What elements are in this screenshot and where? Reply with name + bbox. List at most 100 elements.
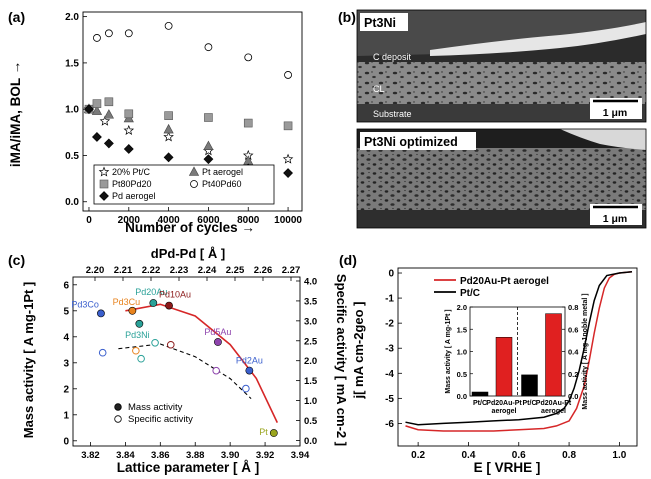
legend-marker-star [98, 166, 110, 177]
panel-d-ylabel: j[ mA cm-2geo ] [351, 301, 366, 399]
y2-tick-label: 0.0 [304, 436, 317, 447]
specific-activity-point [151, 338, 159, 347]
legend-label-ptc: Pt/C [460, 288, 480, 299]
point-label: Pd2Au [236, 356, 263, 366]
y2-tick-label: 3.0 [304, 316, 317, 327]
data-point-triangle [103, 109, 114, 119]
panel-c-ylabel2: Specific activity [ mA cm-2 ] [334, 274, 349, 446]
y-tick-label: 1.0 [65, 105, 79, 116]
y2-tick-label: 2.5 [304, 336, 318, 347]
data-point-triangle [203, 140, 214, 151]
y-tick-label: 1 [63, 410, 69, 421]
point-label: Pd10Au [159, 290, 191, 300]
inset-ylabel-right: Mass activity [ A mg-1noble metal ] [582, 293, 589, 409]
panel-c-ylabel: Mass activity [ A mg-1Pt ] [21, 282, 36, 439]
x-tick-label: 3.94 [291, 450, 310, 461]
inset-bar [495, 337, 513, 397]
inset-category-label: Pt/C [473, 400, 487, 407]
point-label: Pd3Co [71, 299, 99, 309]
top-tick-label: 2.21 [114, 265, 133, 276]
y-tick-label: -4 [385, 369, 394, 380]
legend-marker-circle [190, 180, 198, 188]
inset-right-tick-label: 0.6 [568, 325, 578, 334]
inset-bar [545, 313, 562, 397]
data-point-star [282, 153, 294, 164]
y-tick-label: 0.5 [65, 151, 79, 162]
panel-a-legend: 20% Pt/C Pt aerogel Pt80Pd20 Pt40Pd60 Pd aer… [93, 164, 275, 205]
y-tick-label: 0 [63, 436, 69, 447]
x-tick-label: 0.6 [512, 450, 526, 461]
legend-label: Pt aerogel [202, 167, 243, 177]
catalyst-layer-bottom [357, 148, 646, 210]
panel-c: (c) 3.82 3.84 3.86 3.88 3.90 3.92 3.94 0 1 2 3 4 5 6 0… [8, 246, 349, 475]
micrograph-top-title: Pt3Ni [364, 16, 396, 30]
panel-d-legend: Pd20Au-Pt aerogel Pt/C [434, 276, 549, 299]
y-tick-label: 3 [63, 358, 69, 369]
data-point-square [92, 99, 102, 108]
data-point-circle [104, 29, 113, 38]
panel-d-xlabel: E [ VRHE ] [474, 460, 541, 475]
inset-bar [521, 374, 538, 397]
top-tick-label: 2.27 [282, 265, 301, 276]
legend-label-aerogel: Pd20Au-Pt aerogel [460, 276, 549, 287]
y2-tick-label: 4.0 [304, 276, 317, 287]
x-tick-label: 1.0 [612, 450, 626, 461]
c-deposit-bright-edge [430, 22, 646, 56]
mass-activity-point [165, 301, 173, 310]
inset-category-label: aerogel [541, 408, 566, 415]
mass-activity-point [149, 299, 158, 307]
data-point-star [123, 124, 135, 135]
specific-activity-point [98, 348, 107, 357]
panel-c-legend: Mass activity Specific activity [114, 402, 193, 425]
inset-left-tick-label: 0.5 [457, 370, 467, 379]
label-c-deposit: C deposit [373, 52, 412, 62]
scalebar-top-label: 1 μm [603, 107, 628, 119]
x-tick-label: 0 [86, 215, 92, 226]
x-tick-label: 0.2 [411, 450, 425, 461]
data-point-square [243, 118, 253, 128]
legend-label: 20% Pt/C [112, 167, 151, 177]
specific-activity-point [166, 340, 175, 349]
legend-marker-specific [114, 415, 122, 423]
x-tick-label: 4000 [157, 215, 180, 226]
inset-right-tick-label: 0.2 [568, 370, 578, 379]
x-tick-label: 0.4 [461, 450, 475, 461]
data-point-circle [284, 71, 292, 79]
top-tick-label: 2.26 [254, 265, 273, 276]
micrograph-top: Pt3Ni C deposit CL Substrate 1 μm [356, 9, 647, 123]
y-tick-label: 1.5 [65, 58, 79, 69]
y-tick-label: -6 [385, 419, 394, 430]
label-cl: CL [373, 84, 385, 94]
inset-left-tick-label: 2.0 [457, 303, 467, 312]
top-tick-label: 2.20 [86, 265, 105, 276]
data-point-triangle [243, 155, 254, 165]
data-point-star [99, 115, 111, 126]
y-tick-label: 4 [63, 332, 69, 343]
inset-category-label: Pd20Au-Pt [536, 400, 572, 407]
x-tick-label: 3.90 [221, 450, 240, 461]
mass-activity-point [245, 366, 254, 375]
x-tick-label: 2000 [118, 215, 141, 226]
y-tick-label: -2 [385, 319, 394, 330]
inset-category-label: aerogel [492, 408, 517, 415]
label-substrate: Substrate [373, 109, 412, 119]
legend-marker-square [99, 179, 109, 189]
mass-activity-point [269, 429, 278, 437]
panel-c-plot: 3.82 3.84 3.86 3.88 3.90 3.92 3.94 0 1 2 3 4 5 6 0.0 0.… [63, 265, 317, 461]
panel-a: (a) 0 2000 4000 6000 8000 10000 0.0 0.5 1.0 1.5 2.… [8, 9, 303, 235]
data-point-circle [124, 29, 133, 38]
x-tick-label: 6000 [197, 215, 220, 226]
panel-c-label: (c) [8, 252, 25, 268]
data-point-circle [244, 53, 253, 62]
data-point-triangle [91, 105, 103, 115]
panel-d-label: (d) [339, 252, 357, 268]
mass-activity-point [128, 306, 137, 315]
panel-b-label: (b) [338, 9, 356, 25]
data-point-square [283, 121, 293, 131]
catalyst-layer-top [357, 62, 646, 104]
y-tick-label: -1 [385, 294, 394, 305]
top-tick-label: 2.25 [226, 265, 245, 276]
y-tick-label: 5 [63, 306, 69, 317]
y2-tick-label: 0.5 [304, 416, 318, 427]
inset-right-tick-label: 0.8 [568, 303, 578, 312]
